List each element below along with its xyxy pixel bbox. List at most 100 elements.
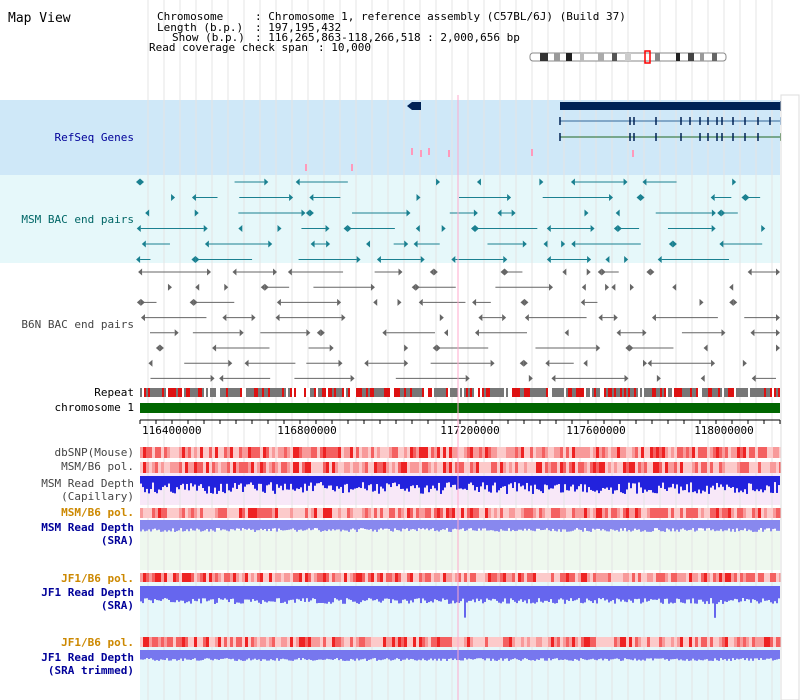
repeat-element: [476, 388, 478, 397]
msm-depth-sra-bar: [728, 520, 730, 529]
msm-pol-cell: [752, 508, 755, 518]
vertical-scrollbar[interactable]: [780, 94, 800, 700]
jf1-depth-trim-bar: [646, 650, 648, 659]
repeat-element: [594, 388, 596, 397]
dbsnp-cell: [395, 447, 398, 458]
jf1-depth-trim-bar: [464, 650, 466, 659]
dbsnp-cell: [572, 447, 575, 458]
msm-pol-cell: [290, 508, 293, 518]
dbsnp-cell: [308, 447, 311, 458]
msm-pol-cell: [149, 508, 152, 518]
jf1-depth-trim-bar: [692, 650, 694, 659]
dbsnp-cell: [242, 447, 245, 458]
jf1-pol-cell: [656, 637, 659, 647]
dbsnp-cell: [500, 447, 503, 458]
chromosome-bar[interactable]: [140, 403, 780, 413]
jf1-depth-trim-bar: [448, 650, 450, 659]
jf1-depth-sra-bar: [738, 586, 740, 603]
msm-b6-pol-strip-2[interactable]: [140, 508, 782, 518]
msm-depth-cap-bar: [300, 476, 302, 488]
msm-depth-sra-bar: [640, 520, 642, 532]
msm-depth-sra-bar: [732, 520, 734, 530]
gene-block-large[interactable]: [560, 102, 780, 110]
jf1-pol-cell: [374, 637, 377, 647]
dbsnp-cell: [281, 447, 284, 458]
jf1-depth-sra-bar: [282, 586, 284, 603]
jf1-b6-pol-strip-1[interactable]: [140, 573, 782, 582]
jf1-depth-trim-bar: [548, 650, 550, 659]
dbsnp-cell: [287, 447, 290, 458]
b6n-bac-pair-end: [500, 268, 505, 276]
jf1-depth-trimmed-histogram[interactable]: [140, 650, 780, 661]
msm-pol-cell: [761, 462, 764, 473]
b6n-bac-pairs[interactable]: [136, 268, 780, 382]
msm-depth-sra-bar: [260, 520, 262, 529]
msm-pol-cell: [743, 462, 746, 473]
jf1-pol-cell: [404, 573, 407, 582]
repeat-element: [652, 388, 654, 397]
msm-bac-pairs[interactable]: [136, 178, 766, 264]
msm-depth-cap-bar: [606, 476, 608, 488]
jf1-pol-cell: [554, 573, 557, 582]
jf1-b6-pol-strip-2[interactable]: [140, 637, 782, 647]
dbsnp-cell: [632, 447, 635, 458]
jf1-depth-sra-bar: [488, 586, 490, 600]
msm-depth-cap-bar: [430, 476, 432, 489]
jf1-pol-cell: [467, 573, 470, 582]
jf1-depth-sra-bar: [540, 586, 542, 602]
jf1-pol-cell: [527, 573, 530, 582]
dbsnp-cell: [293, 447, 296, 458]
jf1-depth-trim-bar: [456, 650, 458, 661]
repeat-element: [620, 388, 622, 397]
msm-pol-cell: [524, 508, 527, 518]
msm-depth-sra-bar: [388, 520, 390, 530]
msm-bac-pair-end: [605, 256, 610, 263]
msm-pol-cell: [374, 508, 377, 518]
jf1-pol-cell: [617, 637, 620, 647]
gene-block[interactable]: [412, 102, 421, 110]
jf1-depth-sra-histogram[interactable]: [140, 586, 780, 618]
msm-depth-sra-bar: [186, 520, 188, 530]
msm-pol-cell: [275, 508, 278, 518]
jf1-pol-cell: [170, 573, 173, 582]
jf1-depth-trim-bar: [208, 650, 210, 659]
msm-pol-cell: [380, 462, 383, 473]
jf1-depth-sra-bar: [480, 586, 482, 600]
msm-depth-capillary-histogram[interactable]: [140, 476, 780, 494]
jf1-pol-cell: [626, 573, 629, 582]
msm-pol-cell: [563, 462, 566, 473]
jf1-depth-sra-bar: [470, 586, 472, 601]
jf1-pol-cell: [212, 573, 215, 582]
msm-pol-cell: [758, 508, 761, 518]
msm-pol-cell: [593, 462, 596, 473]
msm-depth-sra-histogram[interactable]: [140, 520, 780, 532]
chromosome-ideogram[interactable]: [529, 50, 727, 64]
msm-depth-sra-bar: [394, 520, 396, 529]
jf1-depth-trim-bar: [282, 650, 284, 659]
msm-depth-cap-bar: [392, 476, 394, 484]
repeat-track[interactable]: [140, 388, 780, 397]
jf1-pol-cell: [335, 573, 338, 582]
jf1-depth-trim-bar: [280, 650, 282, 660]
jf1-pol-cell: [596, 637, 599, 647]
jf1-depth-trim-bar: [766, 650, 768, 659]
msm-b6-pol-strip-1[interactable]: [140, 462, 782, 473]
jf1-pol-cell: [530, 573, 533, 582]
jf1-pol-cell: [587, 637, 590, 647]
msm-pol-cell: [305, 508, 308, 518]
msm-depth-cap-bar: [200, 476, 202, 485]
b6n-bac-pair-end: [341, 314, 346, 322]
jf1-depth-sra-bar: [430, 586, 432, 602]
repeat-element: [466, 388, 468, 397]
msm-pol-cell: [311, 462, 314, 473]
msm-depth-sra-bar: [410, 520, 412, 530]
jf1-depth-trim-bar: [290, 650, 292, 661]
dbsnp-heat-strip[interactable]: [140, 447, 782, 458]
msm-pol-cell: [749, 462, 752, 473]
jf1-depth-sra-bar: [524, 586, 526, 601]
msm-pol-cell: [737, 462, 740, 473]
repeat-element: [204, 388, 206, 397]
msm-depth-sra-bar: [522, 520, 524, 531]
dbsnp-cell: [506, 447, 509, 458]
